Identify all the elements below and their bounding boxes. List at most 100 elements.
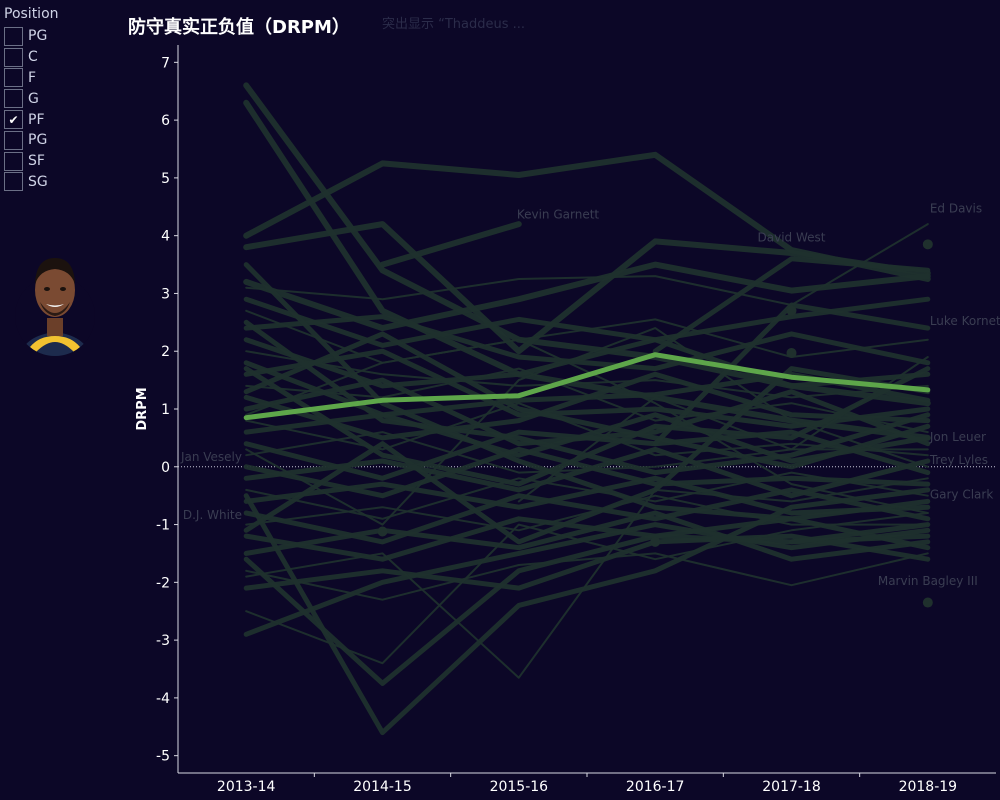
player-series-line [517, 356, 929, 503]
y-tick-label: 2 [161, 344, 170, 360]
player-series-line [243, 429, 931, 481]
y-tick-label: 7 [161, 55, 170, 71]
legend-checkbox[interactable] [4, 89, 23, 109]
player-series-line [243, 331, 931, 470]
legend-checkbox[interactable] [4, 172, 23, 192]
player-point [377, 526, 388, 537]
player-series-line [243, 82, 931, 407]
legend-item-label: PG [28, 28, 48, 45]
y-tick-label: 6 [161, 113, 170, 129]
player-name-label: Jan Vesely [180, 450, 242, 464]
player-series-line [243, 262, 931, 551]
player-series-line [245, 512, 929, 665]
player-series-line [245, 327, 929, 526]
legend-item-g[interactable]: G [4, 88, 59, 109]
player-point [922, 239, 933, 250]
y-tick-label: -2 [156, 575, 170, 591]
legend-item-label: PF [28, 111, 45, 128]
chart-title: 防守真实正负值（DRPM） [128, 17, 350, 38]
player-series-line [245, 402, 929, 457]
player-point [786, 305, 797, 316]
player-name-label: D.J. White [183, 508, 242, 522]
player-series-line [243, 446, 931, 499]
player-name-label: Luke Kornet [930, 314, 1000, 328]
player-series-line [243, 498, 931, 686]
player-series-line [243, 221, 931, 355]
legend-items: PG C F G ✔ PF PG SF SG [4, 26, 59, 192]
player-series-line [243, 412, 931, 464]
player-series-line [243, 487, 931, 545]
player-series-line [652, 302, 931, 447]
x-tick-label: 2015-16 [490, 779, 549, 795]
position-legend: Position PG C F G ✔ PF PG SF SG [4, 6, 59, 192]
player-name-label: Ed Davis [930, 202, 982, 216]
player-series-line [243, 348, 931, 429]
player-series-line [243, 510, 931, 562]
y-tick-label: 3 [161, 286, 170, 302]
legend-checkbox[interactable] [4, 68, 23, 88]
legend-item-pf[interactable]: ✔ PF [4, 109, 59, 130]
legend-item-pg[interactable]: PG [4, 130, 59, 151]
legend-item-pg[interactable]: PG [4, 26, 59, 47]
legend-checkbox[interactable] [4, 130, 23, 150]
legend-checkbox[interactable] [4, 151, 23, 171]
y-tick-label: 1 [161, 402, 170, 418]
player-series-line [789, 522, 931, 545]
y-axis-label: DRPM [135, 387, 150, 430]
player-series-line [652, 256, 931, 354]
player-series-line [245, 367, 929, 434]
y-tick-label: -5 [156, 749, 170, 765]
legend-checkbox[interactable] [4, 47, 23, 67]
player-series-line [243, 366, 931, 545]
player-series-line [245, 477, 929, 679]
player-name-label: Marvin Bagley III [878, 574, 978, 588]
player-series-line [245, 338, 929, 514]
legend-item-c[interactable]: C [4, 47, 59, 68]
y-tick-label: -4 [156, 691, 170, 707]
player-series-line [245, 223, 929, 306]
player-point [922, 597, 933, 608]
legend-item-label: SG [28, 173, 48, 190]
legend-item-f[interactable]: F [4, 68, 59, 89]
legend-item-label: PG [28, 132, 48, 149]
y-tick-label: -1 [156, 518, 170, 534]
player-series-line [245, 471, 929, 520]
player-name-label: Kevin Garnett [517, 207, 600, 221]
player-headshot-icon [15, 258, 95, 356]
player-series-line [243, 366, 931, 487]
x-tick-label: 2014-15 [353, 779, 412, 795]
legend-item-label: C [28, 49, 38, 66]
highlight-note: 突出显示 “Thaddeus ... [382, 17, 526, 32]
player-name-label: Trey Lyles [929, 453, 988, 467]
y-tick-label: 4 [161, 229, 170, 245]
player-name-label: Gary Clark [930, 488, 994, 502]
player-series-line [379, 221, 522, 268]
player-series-line [243, 296, 931, 348]
legend-checkbox[interactable]: ✔ [4, 110, 23, 130]
player-name-label: David West [758, 230, 826, 244]
legend-item-sg[interactable]: SG [4, 172, 59, 193]
player-series-line [243, 314, 931, 372]
player-series-line [243, 487, 931, 736]
legend-item-sf[interactable]: SF [4, 151, 59, 172]
y-tick-label: 0 [161, 460, 170, 476]
player-series-line [243, 475, 931, 516]
player-point [650, 536, 661, 547]
legend-checkbox[interactable] [4, 26, 23, 46]
player-point [786, 347, 797, 358]
player-series-line [243, 522, 931, 637]
y-tick-label: 5 [161, 171, 170, 187]
highlighted-player-line [243, 352, 931, 421]
legend-item-label: SF [28, 153, 45, 170]
player-name-label: Jon Leuer [929, 430, 986, 444]
y-tick-label: -3 [156, 633, 170, 649]
x-tick-label: 2018-19 [899, 779, 958, 795]
x-tick-label: 2016-17 [626, 779, 685, 795]
x-tick-label: 2017-18 [762, 779, 821, 795]
player-series-line [243, 371, 931, 441]
legend-item-label: F [28, 69, 37, 86]
player-series-line [245, 552, 929, 601]
legend-title: Position [4, 6, 59, 22]
x-tick-label: 2013-14 [217, 779, 276, 795]
